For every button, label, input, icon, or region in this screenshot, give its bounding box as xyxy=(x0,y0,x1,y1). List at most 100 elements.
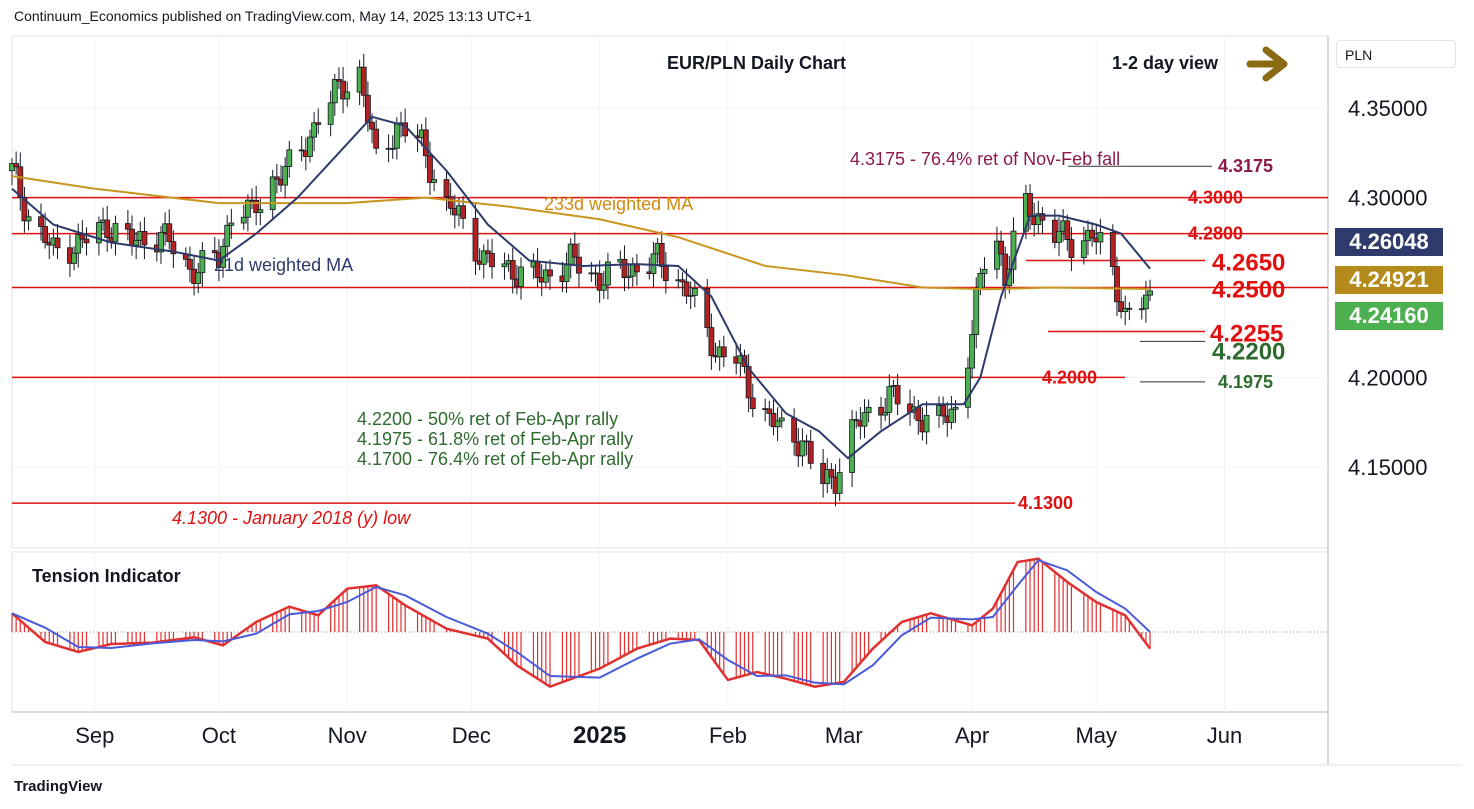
y-tick-label: 4.35000 xyxy=(1348,96,1428,121)
candle-body xyxy=(708,327,715,357)
candle-body xyxy=(1097,232,1104,243)
candle-body xyxy=(1039,213,1046,221)
candle-body xyxy=(211,250,218,254)
candle-body xyxy=(861,412,868,427)
candle-body xyxy=(633,264,640,273)
candle-body xyxy=(791,417,798,443)
candle-body xyxy=(112,223,119,243)
tension-line xyxy=(11,557,1152,689)
candle-body xyxy=(373,128,380,149)
candle-body xyxy=(704,287,711,328)
y-tick-label: 4.15000 xyxy=(1348,455,1428,480)
arrow-right-icon xyxy=(1246,46,1288,82)
candle-body xyxy=(124,223,131,230)
candle-body xyxy=(389,147,396,150)
price-pane xyxy=(11,35,1329,549)
candle-body xyxy=(977,272,984,290)
annotation-label: 21d weighted MA xyxy=(214,255,353,275)
last-price-tag: 4.24160 xyxy=(1335,302,1443,330)
candle-body xyxy=(336,78,342,82)
candle-body xyxy=(886,386,893,413)
candle-body xyxy=(878,406,884,416)
ma233-price-tag: 4.24921 xyxy=(1335,266,1443,294)
candle-body xyxy=(472,217,479,262)
candle-body xyxy=(749,397,756,410)
level-label: 4.2650 xyxy=(1212,250,1285,277)
candle-body xyxy=(774,420,781,428)
candle-body xyxy=(1027,193,1033,218)
level-label: 4.3175 xyxy=(1218,156,1273,176)
candle-body xyxy=(799,440,806,457)
candle-body xyxy=(170,241,177,255)
candle-body xyxy=(923,414,930,433)
view-label: 1-2 day view xyxy=(1112,53,1219,73)
candle-body xyxy=(778,417,785,422)
candle-body xyxy=(969,334,976,369)
candle-body xyxy=(96,222,102,244)
candle-body xyxy=(621,258,628,279)
candle-body xyxy=(331,78,338,104)
currency-label[interactable]: PLN xyxy=(1336,40,1456,68)
candle-body xyxy=(1118,301,1124,313)
candle-body xyxy=(13,163,20,168)
annotation-label: 4.1300 - January 2018 (y) low xyxy=(172,508,411,528)
candle-body xyxy=(849,419,855,473)
candle-body xyxy=(133,239,140,246)
candle-body xyxy=(509,260,516,280)
candle-body xyxy=(994,240,1000,270)
candle-body xyxy=(1138,308,1145,311)
candle-body xyxy=(360,66,367,96)
x-tick-label: Apr xyxy=(955,723,989,748)
candle-body xyxy=(369,121,375,130)
candle-body xyxy=(998,240,1004,255)
x-tick-label: Sep xyxy=(75,723,114,748)
candle-body xyxy=(973,288,980,335)
candle-body xyxy=(269,176,276,211)
candle-body xyxy=(1147,290,1153,296)
x-tick-label: Mar xyxy=(825,723,863,748)
candle-body xyxy=(1064,220,1071,240)
annotation-label: 233d weighted MA xyxy=(544,194,693,214)
candle-body xyxy=(17,166,24,198)
candle-body xyxy=(981,268,988,274)
candle-body xyxy=(679,279,686,283)
candle-body xyxy=(600,284,607,291)
candle-body xyxy=(42,226,49,243)
x-tick-label: 2025 xyxy=(573,722,626,749)
candle-body xyxy=(431,179,438,183)
candle-body xyxy=(257,209,264,214)
candle-body xyxy=(687,295,694,297)
candle-body xyxy=(199,250,206,274)
candle-body xyxy=(605,261,611,286)
candle-body xyxy=(286,149,293,167)
candle-body xyxy=(187,258,193,270)
candle-body xyxy=(683,281,690,297)
annotation-label: 4.3175 - 76.4% ret of Nov-Feb fall xyxy=(850,149,1120,169)
candle-body xyxy=(315,122,322,125)
candle-body xyxy=(1114,266,1120,303)
candle-body xyxy=(1143,294,1149,310)
candle-body xyxy=(865,406,872,414)
candle-body xyxy=(104,219,111,238)
candle-body xyxy=(240,216,247,224)
level-label: 4.3000 xyxy=(1188,188,1243,208)
candle-body xyxy=(948,408,955,423)
candle-body xyxy=(443,179,450,197)
annotation-label: 4.2200 - 50% ret of Feb-Apr rally xyxy=(357,409,618,429)
candle-body xyxy=(21,197,28,222)
candle-body xyxy=(427,155,433,183)
candle-body xyxy=(625,275,632,279)
candle-body xyxy=(882,411,889,416)
level-label: 4.2000 xyxy=(1042,367,1097,387)
candle-body xyxy=(1122,307,1129,313)
candle-body xyxy=(447,196,454,209)
candle-body xyxy=(965,367,971,408)
candle-body xyxy=(71,252,77,264)
candle-body xyxy=(894,385,901,405)
candle-body xyxy=(158,232,164,253)
candle-body xyxy=(1089,229,1096,239)
candle-body xyxy=(54,237,61,249)
tradingview-logo: TradingView xyxy=(14,778,103,795)
x-tick-label: Nov xyxy=(328,723,367,748)
